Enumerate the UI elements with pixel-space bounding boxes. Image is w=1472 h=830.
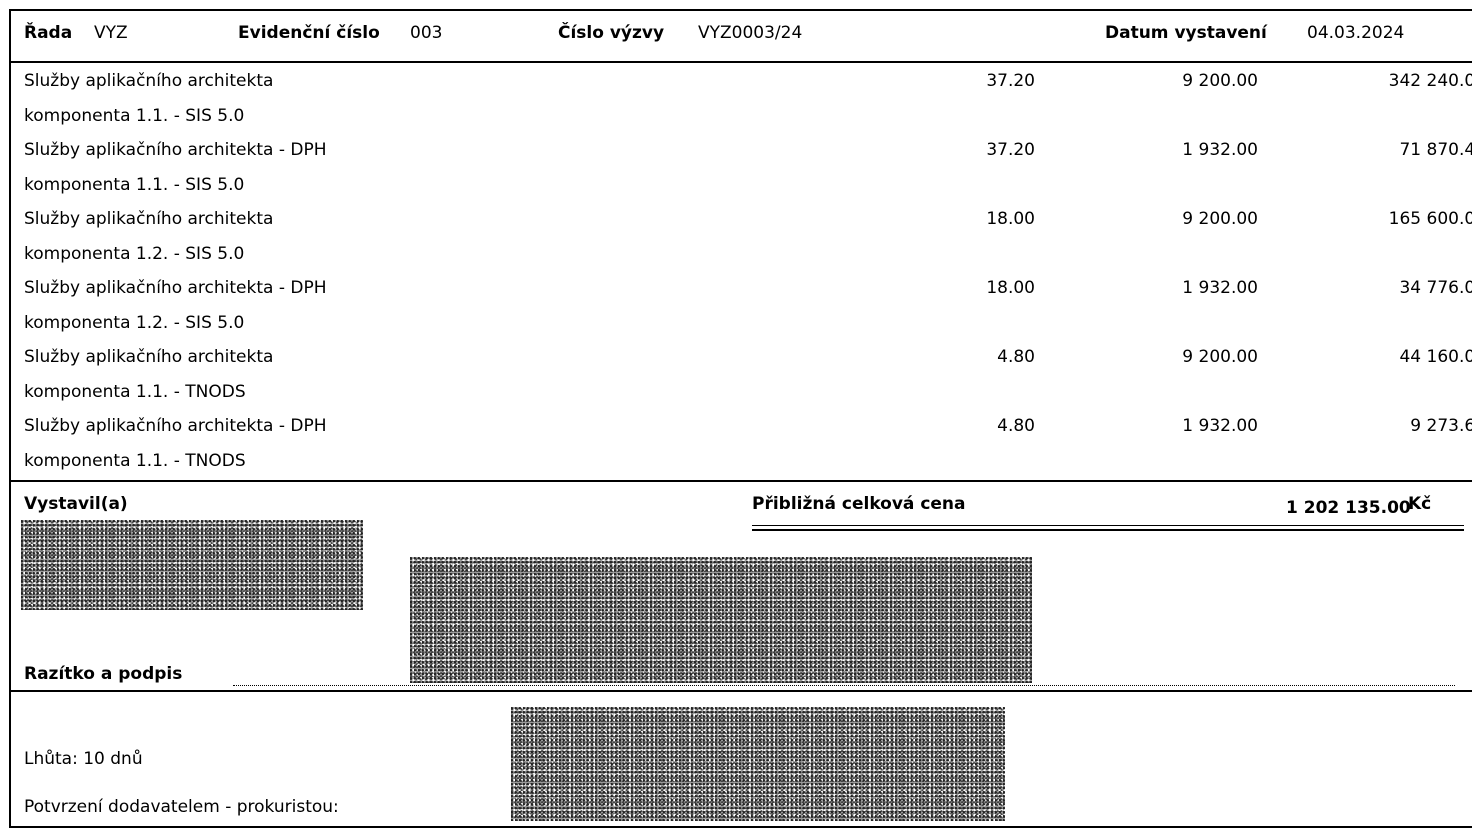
items-bottom-border	[9, 480, 1472, 482]
item-description: Služby aplikačního architekta	[24, 71, 274, 91]
item-description: komponenta 1.1. - TNODS	[24, 381, 246, 402]
supplier-redacted-block	[511, 707, 1005, 821]
table-row: Služby aplikačního architekta - DPH 4.80 1…	[24, 411, 1472, 446]
currency-label: Kč	[1408, 494, 1432, 514]
table-row: komponenta 1.1. - TNODS	[24, 446, 1472, 481]
item-total: 44 160.00	[1399, 347, 1472, 367]
item-total: 342 240.00	[1388, 71, 1472, 91]
item-description: komponenta 1.1. - TNODS	[24, 450, 246, 471]
datum-vystaveni-value: 04.03.2024	[1307, 23, 1405, 43]
table-row: komponenta 1.2. - SIS 5.0	[24, 308, 1472, 343]
item-description: Služby aplikačního architekta - DPH	[24, 140, 327, 160]
celkova-cena-value: 1 202 135.00	[1286, 498, 1411, 518]
datum-vystaveni-label: Datum vystavení	[1105, 23, 1267, 43]
table-row: komponenta 1.1. - TNODS	[24, 377, 1472, 412]
item-unit-price: 1 932.00	[1182, 278, 1258, 298]
vystavil-label: Vystavil(a)	[24, 494, 128, 514]
potvrzeni-text: Potvrzení dodavatelem - prokuristou:	[24, 797, 339, 817]
total-double-underline-top	[752, 525, 1464, 526]
lhuta-text: Lhůta: 10 dnů	[24, 749, 143, 769]
issuer-redacted-block	[21, 520, 363, 610]
item-total: 9 273.60	[1410, 416, 1472, 436]
item-description: Služby aplikačního architekta	[24, 347, 274, 367]
cislo-vyzvy-label: Číslo výzvy	[558, 23, 665, 43]
frame-top-border	[9, 9, 1472, 11]
evidencni-cislo-label: Evidenční číslo	[238, 23, 380, 43]
item-unit-price: 9 200.00	[1182, 209, 1258, 229]
table-row: Služby aplikačního architekta - DPH 18.00…	[24, 273, 1472, 308]
table-row: komponenta 1.1. - SIS 5.0	[24, 101, 1472, 136]
total-double-underline-bottom	[752, 529, 1464, 531]
item-description: komponenta 1.2. - SIS 5.0	[24, 312, 245, 333]
table-row: komponenta 1.1. - SIS 5.0	[24, 170, 1472, 205]
razitko-label: Razítko a podpis	[24, 664, 183, 684]
item-quantity: 37.20	[986, 71, 1035, 91]
item-quantity: 4.80	[997, 347, 1035, 367]
item-unit-price: 9 200.00	[1182, 71, 1258, 91]
item-total: 34 776.00	[1399, 278, 1472, 298]
frame-bottom-border	[9, 826, 1472, 828]
frame-left-border	[9, 9, 11, 827]
item-unit-price: 9 200.00	[1182, 347, 1258, 367]
signature-bottom-border	[9, 690, 1472, 692]
item-description: Služby aplikačního architekta	[24, 209, 274, 229]
evidencni-cislo-value: 003	[410, 23, 443, 43]
table-row: Služby aplikačního architekta 4.80 9 200.0…	[24, 342, 1472, 377]
item-total: 165 600.00	[1388, 209, 1472, 229]
table-row: Služby aplikačního architekta 18.00 9 200.…	[24, 204, 1472, 239]
document-header: Řada VYZ Evidenční číslo 003 Číslo výzvy…	[9, 9, 1472, 61]
signature-redacted-block	[410, 557, 1032, 683]
item-unit-price: 1 932.00	[1182, 140, 1258, 160]
item-description: komponenta 1.1. - SIS 5.0	[24, 105, 245, 126]
item-description: Služby aplikačního architekta - DPH	[24, 278, 327, 298]
item-list: Služby aplikačního architekta 37.20 9 200.…	[24, 66, 1472, 480]
item-total: 71 870.40	[1399, 140, 1472, 160]
cislo-vyzvy-value: VYZ0003/24	[698, 23, 803, 43]
rada-value: VYZ	[94, 23, 128, 43]
celkova-cena-label: Přibližná celková cena	[752, 494, 966, 514]
item-quantity: 4.80	[997, 416, 1035, 436]
item-description: komponenta 1.1. - SIS 5.0	[24, 174, 245, 195]
item-quantity: 18.00	[986, 278, 1035, 298]
item-quantity: 18.00	[986, 209, 1035, 229]
item-description: Služby aplikačního architekta - DPH	[24, 416, 327, 436]
signature-line	[233, 685, 1455, 686]
item-unit-price: 1 932.00	[1182, 416, 1258, 436]
table-row: Služby aplikačního architekta - DPH 37.20…	[24, 135, 1472, 170]
table-row: komponenta 1.2. - SIS 5.0	[24, 239, 1472, 274]
header-bottom-border	[9, 61, 1472, 63]
rada-label: Řada	[24, 23, 73, 43]
table-row: Služby aplikačního architekta 37.20 9 200.…	[24, 66, 1472, 101]
item-description: komponenta 1.2. - SIS 5.0	[24, 243, 245, 264]
item-quantity: 37.20	[986, 140, 1035, 160]
